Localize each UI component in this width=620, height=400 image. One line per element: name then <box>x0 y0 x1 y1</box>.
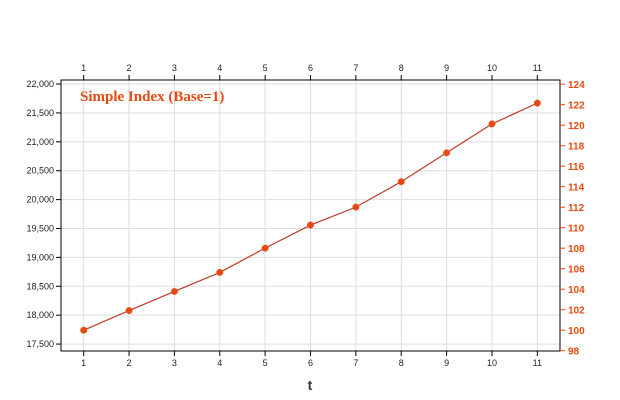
y-tick-label-left: 19,000 <box>26 252 54 262</box>
data-point <box>216 268 224 276</box>
x-tick-label-bottom: 9 <box>444 358 449 368</box>
y-tick-label-left: 18,500 <box>26 281 54 291</box>
x-tick-label-bottom: 5 <box>263 358 268 368</box>
axes: 1122334455667788991010111117,50018,00018… <box>26 63 585 368</box>
x-tick-label-top: 6 <box>308 63 313 73</box>
data-point <box>533 99 541 107</box>
x-axis-title: t <box>308 377 313 393</box>
y-tick-label-left: 17,500 <box>26 339 54 349</box>
x-tick-label-top: 1 <box>81 63 86 73</box>
y2-tick-label-right: 114 <box>568 183 585 194</box>
x-tick-label-bottom: 1 <box>81 358 86 368</box>
y-tick-label-left: 18,000 <box>26 310 54 320</box>
x-tick-label-top: 10 <box>487 63 497 73</box>
y2-tick-label-right: 100 <box>568 326 585 337</box>
y-tick-label-left: 20,000 <box>26 195 54 205</box>
y2-tick-label-right: 102 <box>568 306 585 317</box>
x-tick-label-top: 4 <box>217 63 222 73</box>
y2-tick-label-right: 120 <box>568 121 585 132</box>
x-tick-label-bottom: 4 <box>217 358 222 368</box>
y2-tick-label-right: 118 <box>568 142 585 153</box>
data-point <box>261 244 269 252</box>
grid <box>61 80 560 351</box>
data-point <box>488 120 496 128</box>
y-tick-label-left: 22,000 <box>26 79 54 89</box>
y2-tick-label-right: 110 <box>568 224 585 235</box>
y-tick-label-left: 21,000 <box>26 137 54 147</box>
data-point <box>352 203 360 211</box>
x-tick-label-top: 11 <box>533 63 542 73</box>
x-tick-label-bottom: 2 <box>127 358 132 368</box>
x-tick-label-top: 8 <box>399 63 404 73</box>
x-tick-label-bottom: 8 <box>399 358 404 368</box>
y2-tick-label-right: 112 <box>568 203 585 214</box>
x-tick-label-top: 7 <box>353 63 358 73</box>
data-point <box>397 178 405 186</box>
y2-tick-label-right: 108 <box>568 244 585 255</box>
data-point <box>443 149 451 157</box>
x-tick-label-bottom: 7 <box>353 358 358 368</box>
x-tick-label-top: 3 <box>172 63 177 73</box>
x-tick-label-top: 5 <box>263 63 268 73</box>
data-point <box>125 307 133 315</box>
series-index <box>80 99 541 334</box>
data-point <box>170 288 178 295</box>
x-tick-label-bottom: 3 <box>172 358 177 368</box>
y-tick-label-left: 19,500 <box>26 224 54 234</box>
y2-tick-label-right: 116 <box>568 162 585 173</box>
x-tick-label-top: 9 <box>444 63 449 73</box>
x-tick-label-bottom: 6 <box>308 358 313 368</box>
x-tick-label-top: 2 <box>127 63 132 73</box>
data-point <box>307 221 314 229</box>
y-tick-label-left: 20,500 <box>26 166 54 176</box>
y2-tick-label-right: 98 <box>568 347 580 358</box>
y2-tick-label-right: 104 <box>568 285 585 296</box>
y2-tick-label-right: 124 <box>568 80 585 91</box>
data-point <box>80 326 88 334</box>
y2-tick-label-right: 122 <box>568 101 585 112</box>
y-tick-label-left: 21,500 <box>26 108 54 118</box>
x-tick-label-bottom: 10 <box>487 358 497 368</box>
y2-tick-label-right: 106 <box>568 265 585 276</box>
x-tick-label-bottom: 11 <box>533 358 542 368</box>
chart-title: Simple Index (Base=1) <box>80 89 224 105</box>
